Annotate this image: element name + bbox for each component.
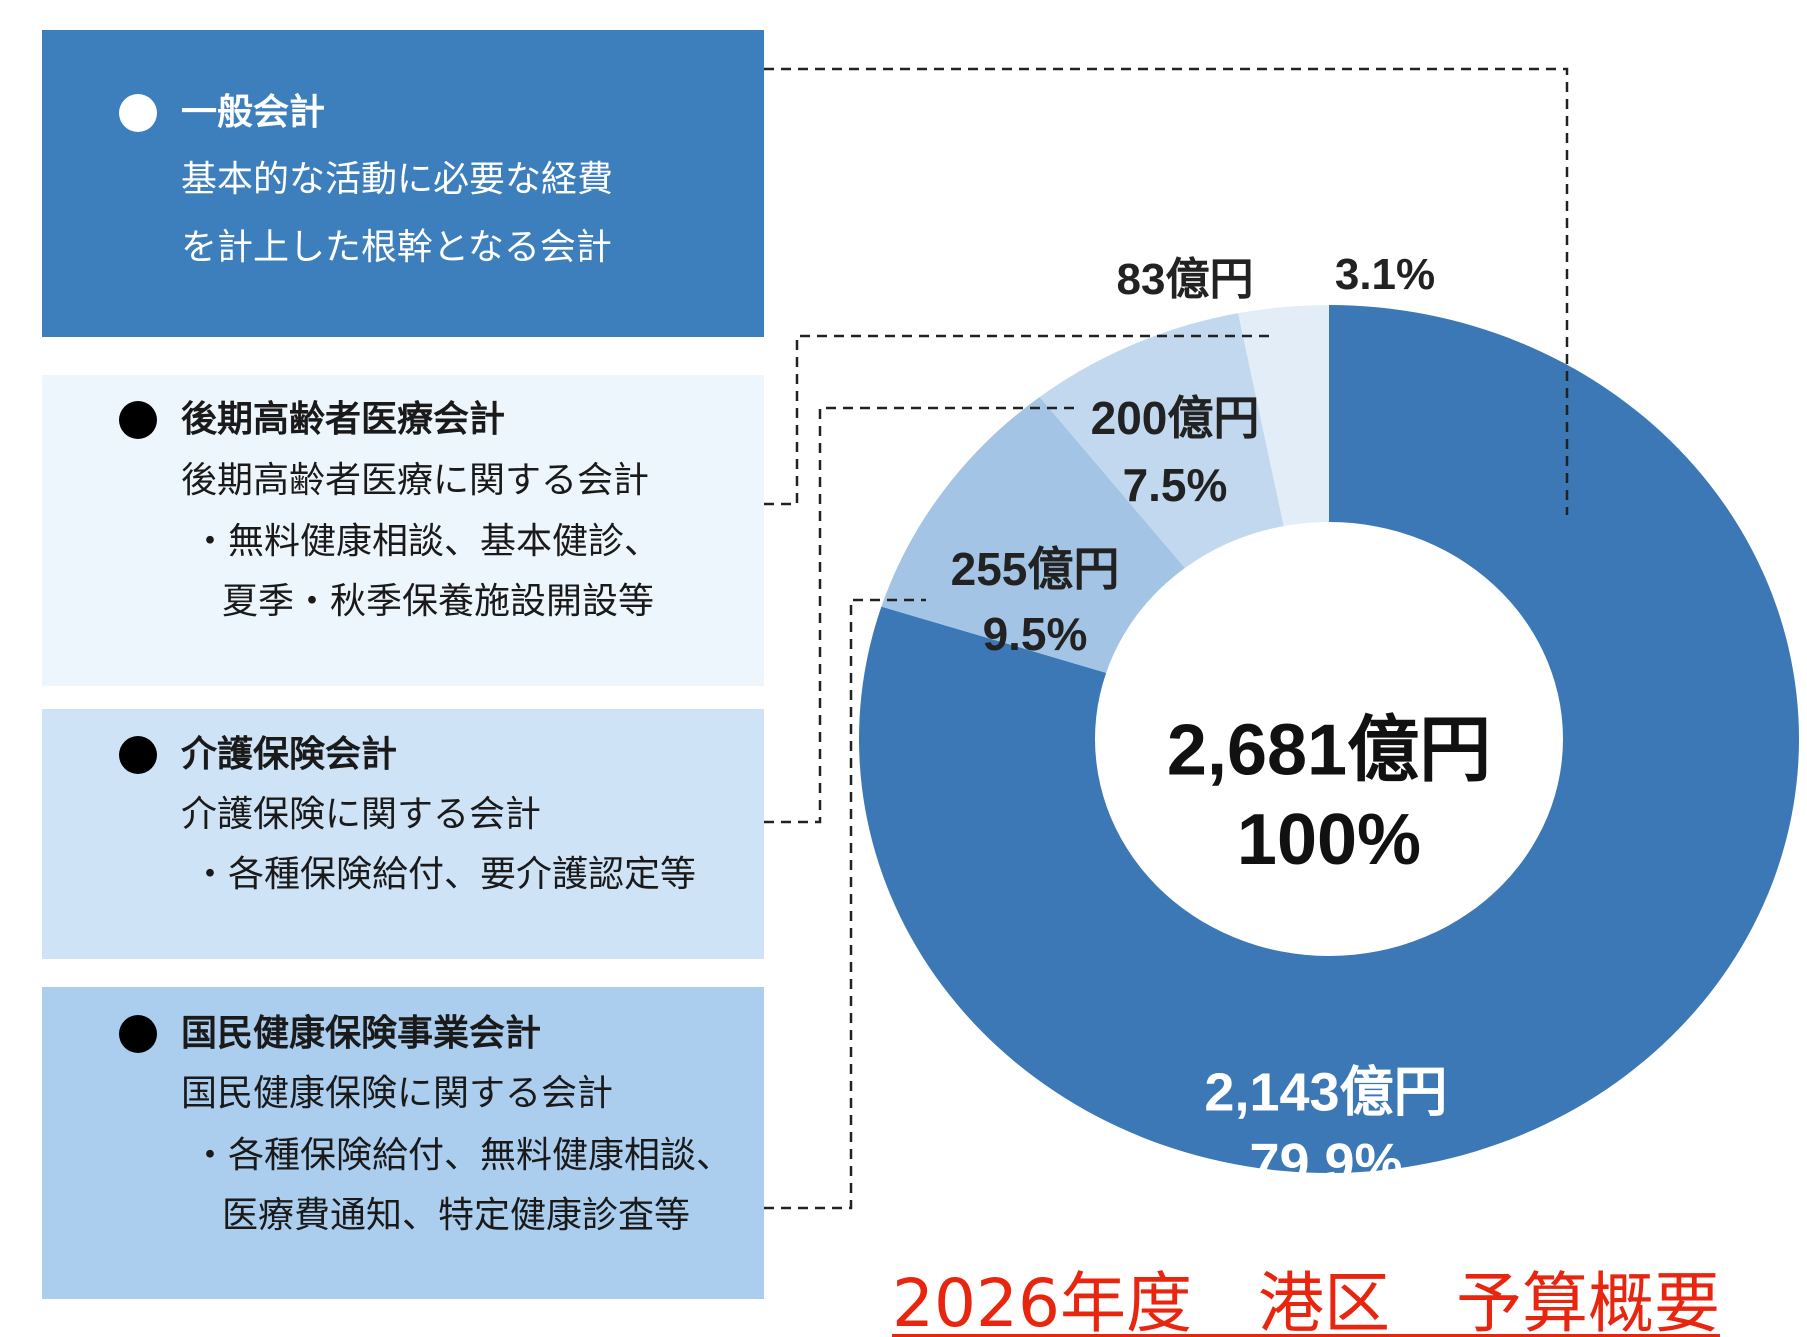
bullet-icon	[119, 401, 157, 439]
account-item: 夏季・秋季保養施設開設等	[222, 581, 655, 622]
leader-line-nhi	[764, 598, 926, 1210]
account-box-national-health-insurance: 国民健康保険事業会計 国民健康保険に関する会計 ・各種保険給付、無料健康相談、 …	[42, 987, 764, 1299]
donut-slice-3	[1238, 305, 1329, 527]
account-description: を計上した根幹となる会計	[181, 227, 612, 268]
account-description: 基本的な活動に必要な経費	[181, 159, 614, 200]
leader-line-general	[764, 67, 1569, 515]
bullet-icon	[119, 1015, 157, 1053]
bullet-icon	[119, 94, 157, 132]
total-amount: 2,681億円	[1166, 710, 1492, 791]
account-title: 介護保険会計	[181, 734, 398, 775]
account-item: ・無料健康相談、基本健診、	[192, 521, 661, 562]
account-item: ・各種保険給付、無料健康相談、	[192, 1135, 733, 1176]
account-item: ・各種保険給付、要介護認定等	[192, 854, 697, 895]
account-title: 後期高齢者医療会計	[181, 399, 506, 440]
account-item: 医療費通知、特定健康診査等	[222, 1195, 691, 1236]
slice-label-general-percent: 79.9%	[1249, 1133, 1403, 1193]
account-title: 国民健康保険事業会計	[181, 1013, 542, 1054]
slice-label-elderly-percent: 3.1%	[1334, 250, 1436, 299]
slice-label-nhi-percent: 9.5%	[982, 608, 1088, 660]
donut-slice-2	[1039, 313, 1284, 569]
bullet-icon	[119, 736, 157, 774]
slice-label-care-percent: 7.5%	[1122, 459, 1228, 511]
account-description: 国民健康保険に関する会計	[181, 1073, 614, 1114]
donut-slice-0	[858, 305, 1799, 1174]
donut-slice-1	[881, 397, 1185, 673]
slice-label-nhi-amount: 255億円	[950, 543, 1120, 595]
account-description: 介護保険に関する会計	[181, 794, 542, 835]
account-box-care-insurance: 介護保険会計 介護保険に関する会計 ・各種保険給付、要介護認定等	[42, 709, 764, 959]
leader-line-care	[764, 406, 1077, 824]
slice-label-elderly-amount: 83億円	[1116, 255, 1254, 304]
slice-label-general-amount: 2,143億円	[1204, 1062, 1448, 1123]
total-percent: 100%	[1236, 800, 1422, 880]
account-title: 一般会計	[181, 92, 326, 133]
account-description: 後期高齢者医療に関する会計	[181, 460, 650, 501]
chart-caption: 2026年度 港区 予算概要	[892, 1265, 1720, 1337]
account-box-elderly-medical: 後期高齢者医療会計 後期高齢者医療に関する会計 ・無料健康相談、基本健診、 夏季…	[42, 375, 764, 686]
slice-label-care-amount: 200億円	[1090, 392, 1260, 444]
account-box-general: 一般会計 基本的な活動に必要な経費 を計上した根幹となる会計	[42, 30, 764, 337]
